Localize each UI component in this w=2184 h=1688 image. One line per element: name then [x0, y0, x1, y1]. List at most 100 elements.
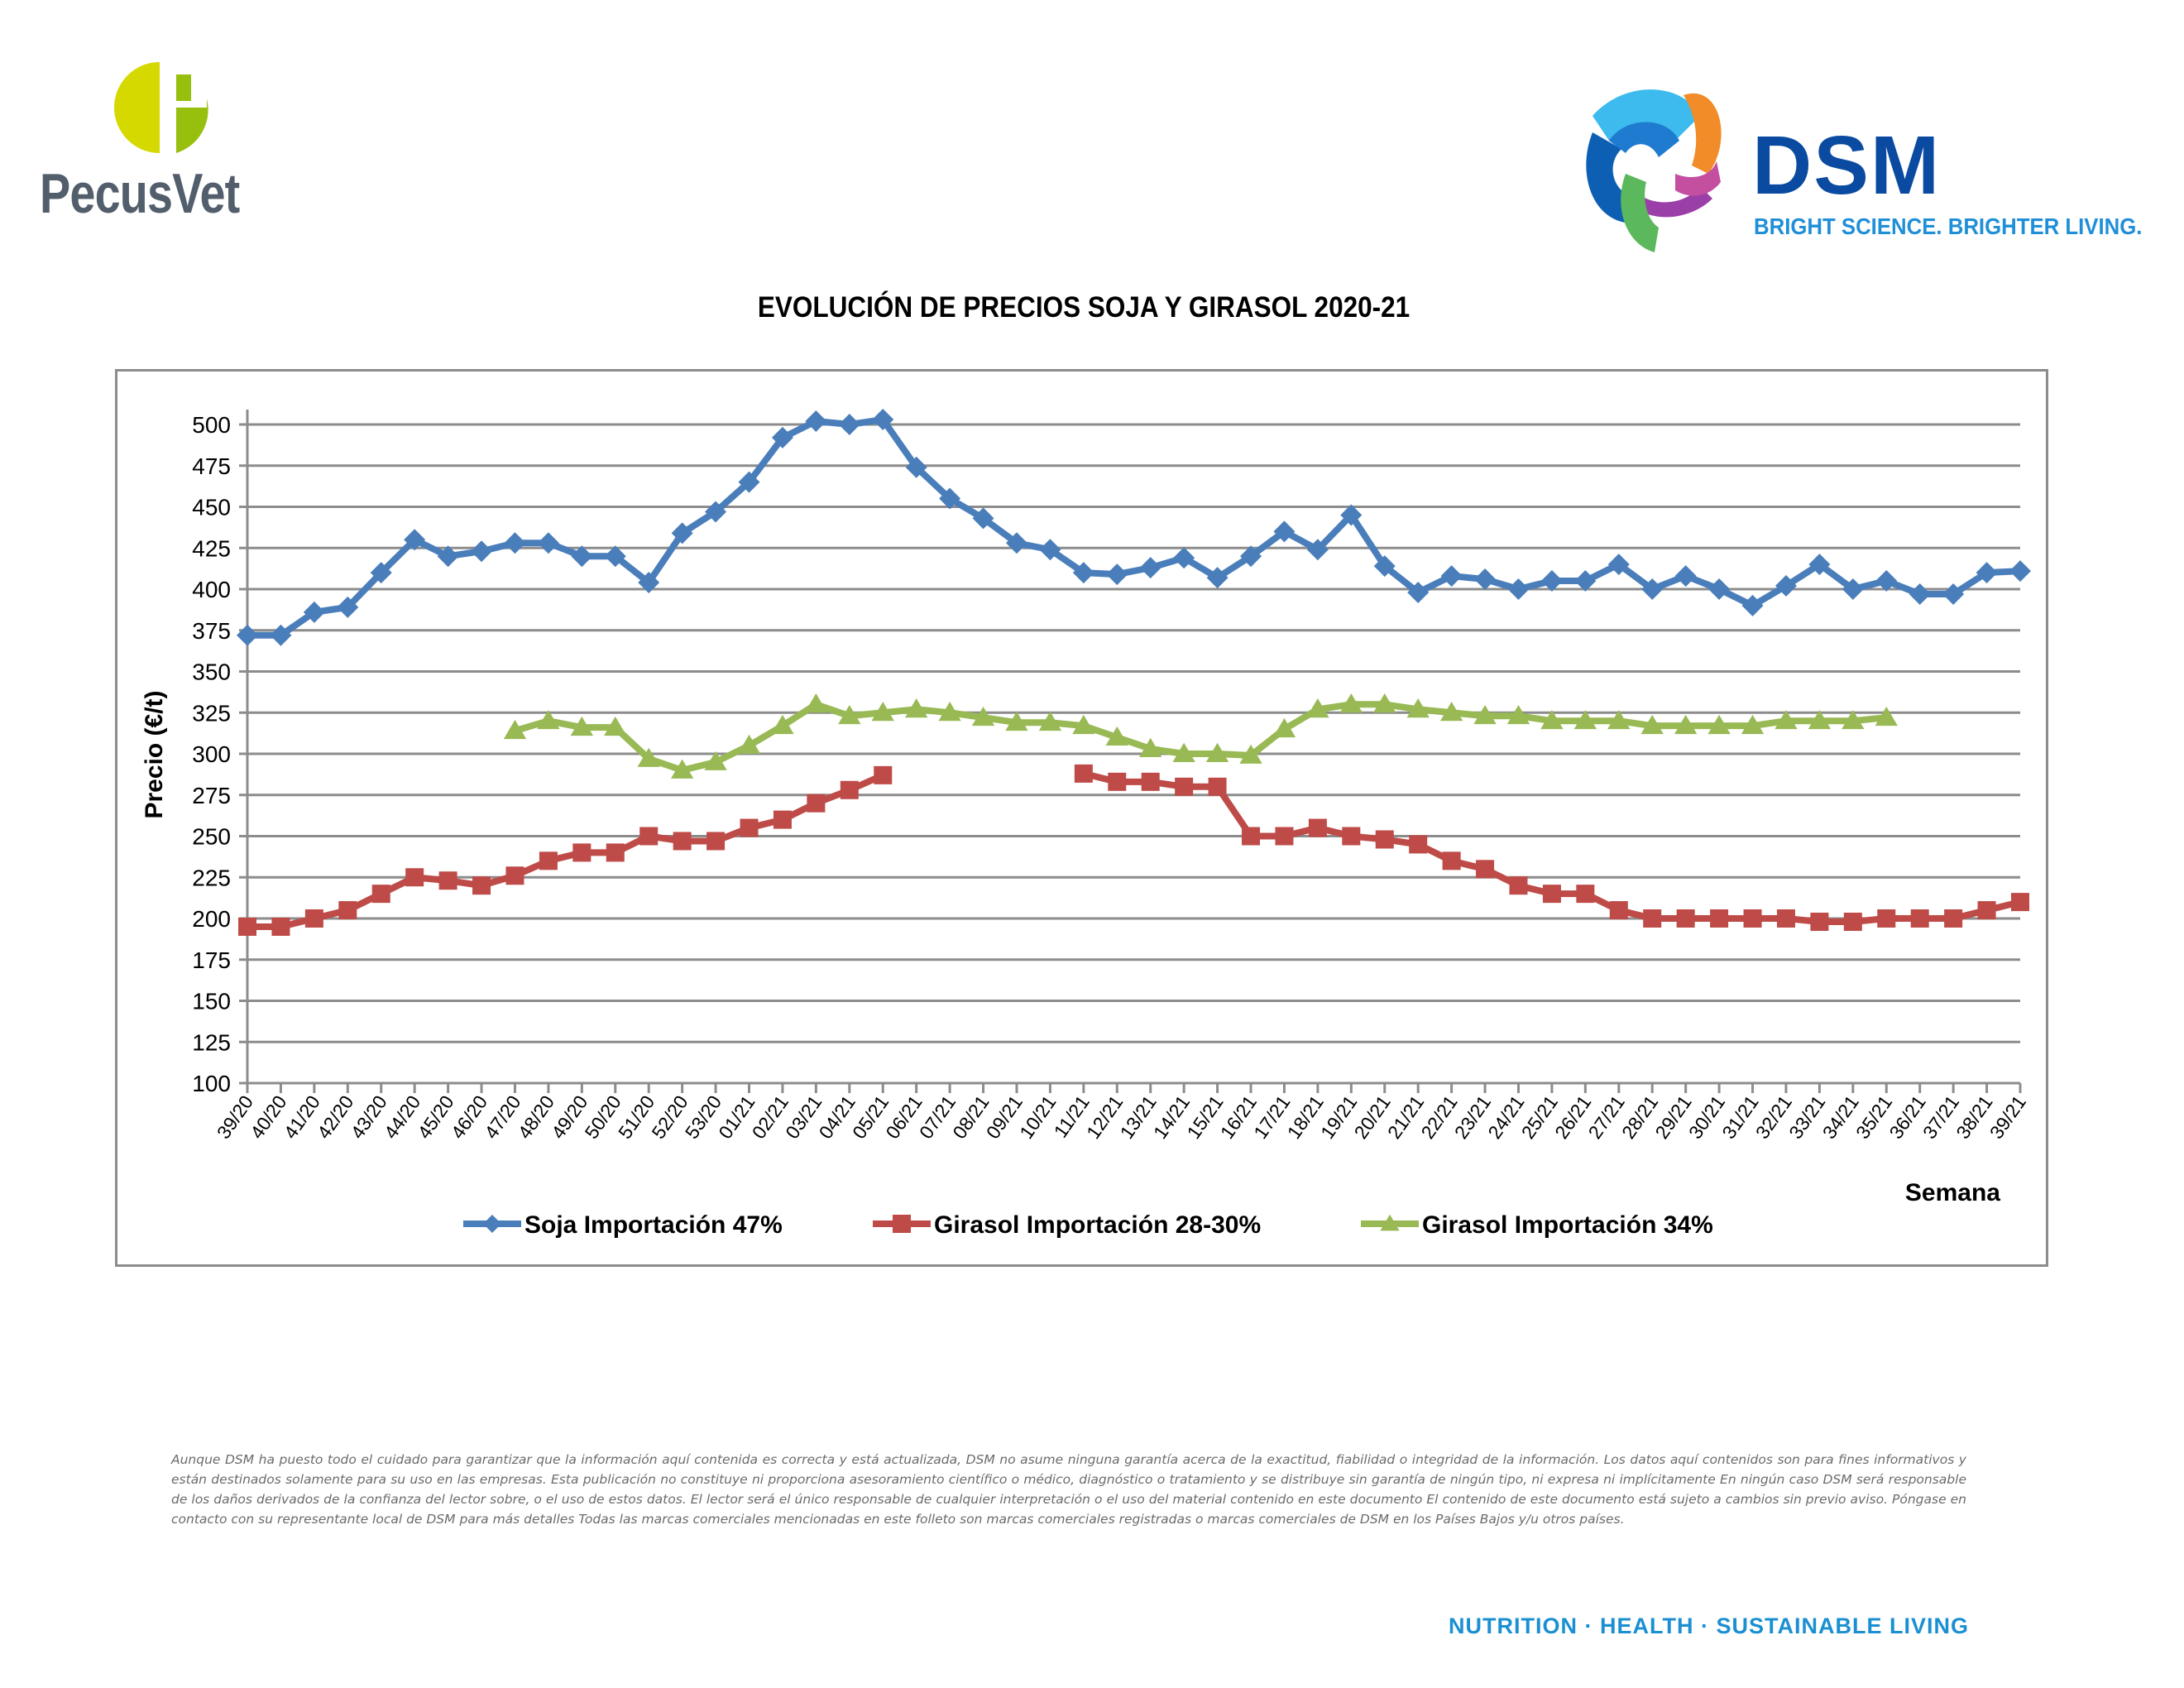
data-point: [1339, 693, 1363, 713]
x-tick-label: 23/21: [1450, 1091, 1495, 1143]
y-tick-label: 350: [192, 659, 231, 685]
data-point: [1340, 504, 1363, 526]
data-point: [1674, 714, 1698, 735]
x-tick-label: 20/21: [1350, 1091, 1395, 1143]
x-tick-label: 41/20: [280, 1091, 324, 1143]
x-tick-label: 01/21: [714, 1091, 759, 1143]
y-tick-label: 125: [192, 1029, 231, 1055]
data-point: [537, 532, 559, 554]
x-tick-label: 37/21: [1918, 1091, 1963, 1143]
data-point: [405, 868, 424, 887]
data-point: [1942, 583, 1965, 605]
data-point: [1542, 885, 1561, 904]
chart-frame: [115, 369, 2048, 1267]
data-point: [1275, 827, 1294, 846]
x-tick-label: 35/21: [1851, 1091, 1896, 1143]
data-point: [1607, 709, 1631, 730]
data-point: [1506, 704, 1530, 725]
data-point: [938, 701, 961, 722]
data-point: [1242, 827, 1261, 846]
x-tick-label: 21/21: [1383, 1091, 1428, 1143]
data-point: [1808, 554, 1831, 576]
data-point: [338, 901, 357, 920]
pecusvet-wordmark: PecusVet: [40, 162, 240, 225]
data-point: [1741, 594, 1764, 616]
data-point: [838, 704, 861, 725]
x-tick-label: 38/21: [1952, 1091, 1996, 1143]
x-tick-label: 17/21: [1249, 1091, 1294, 1143]
data-point: [505, 866, 524, 885]
x-tick-label: 34/21: [1818, 1091, 1863, 1143]
data-point: [1710, 909, 1729, 928]
data-point: [939, 487, 961, 510]
x-tick-label: 49/20: [547, 1091, 592, 1143]
data-point: [1273, 520, 1296, 543]
x-tick-label: 39/21: [1985, 1091, 2030, 1143]
data-point: [270, 624, 292, 646]
x-tick-label: 15/21: [1182, 1091, 1227, 1143]
dsm-tagline: BRIGHT SCIENCE. BRIGHTER LIVING.: [1754, 213, 2143, 239]
data-point: [1875, 706, 1898, 727]
y-tick-label: 225: [192, 865, 231, 890]
pecusvet-logo-icon: [114, 62, 208, 153]
legend-label: Girasol Importación 34%: [1422, 1211, 1713, 1239]
data-point: [871, 701, 894, 722]
data-point: [872, 409, 894, 431]
data-point: [1573, 709, 1597, 730]
y-tick-label: 200: [192, 906, 231, 932]
data-point: [604, 545, 626, 568]
x-tick-label: 30/21: [1684, 1091, 1729, 1143]
x-tick-label: 25/21: [1517, 1091, 1562, 1143]
y-tick-label: 300: [192, 741, 231, 767]
data-point: [1172, 742, 1195, 762]
data-point: [1439, 701, 1463, 722]
data-point: [1707, 714, 1731, 735]
data-point: [840, 780, 859, 799]
y-tick-label: 100: [192, 1071, 231, 1096]
x-tick-label: 12/21: [1082, 1091, 1127, 1143]
data-point: [503, 719, 527, 740]
data-point: [705, 501, 727, 523]
x-tick-label: 27/21: [1584, 1091, 1629, 1143]
data-point: [1674, 565, 1697, 587]
dsm-swirl-logo-icon: [1586, 89, 1722, 252]
legend-marker-icon: [1380, 1214, 1400, 1231]
data-point: [1373, 693, 1396, 713]
data-point: [972, 507, 994, 530]
data-point: [1810, 912, 1829, 931]
data-point: [604, 716, 627, 736]
data-point: [637, 747, 660, 767]
x-tick-label: 29/21: [1650, 1091, 1695, 1143]
x-tick-label: 19/21: [1316, 1091, 1361, 1143]
data-point: [1774, 575, 1797, 597]
y-tick-label: 150: [192, 989, 231, 1014]
data-point: [1206, 567, 1228, 589]
y-tick-label: 325: [192, 700, 231, 726]
x-tick-label: 47/20: [480, 1091, 524, 1143]
legend-label: Soja Importación 47%: [524, 1211, 783, 1239]
data-point: [1509, 876, 1528, 895]
data-point: [1373, 555, 1396, 578]
x-tick-label: 43/20: [347, 1091, 391, 1143]
data-point: [704, 750, 727, 770]
data-point: [874, 765, 893, 784]
x-tick-label: 51/20: [614, 1091, 659, 1143]
x-tick-labels: 39/2040/2041/2042/2043/2044/2045/2046/20…: [213, 1091, 2030, 1143]
data-point: [1910, 909, 1929, 928]
data-point: [1776, 909, 1795, 928]
data-point: [1239, 744, 1262, 764]
y-tick-label: 375: [192, 618, 231, 644]
x-tick-label: 32/21: [1751, 1091, 1796, 1143]
data-point: [1409, 835, 1428, 854]
data-point: [1342, 827, 1361, 846]
legend-item: Girasol Importación 34%: [1361, 1211, 1713, 1239]
y-tick-labels: 100 125 150 175 200 225 250 275 300 325 350 375 400 4…: [192, 412, 231, 1096]
data-point: [1474, 568, 1497, 591]
gridlines: [239, 423, 2020, 1085]
data-point: [1175, 777, 1194, 796]
data-point: [804, 693, 828, 713]
data-point: [1139, 737, 1162, 757]
x-tick-label: 04/21: [815, 1091, 860, 1143]
x-tick-label: 46/20: [447, 1091, 491, 1143]
